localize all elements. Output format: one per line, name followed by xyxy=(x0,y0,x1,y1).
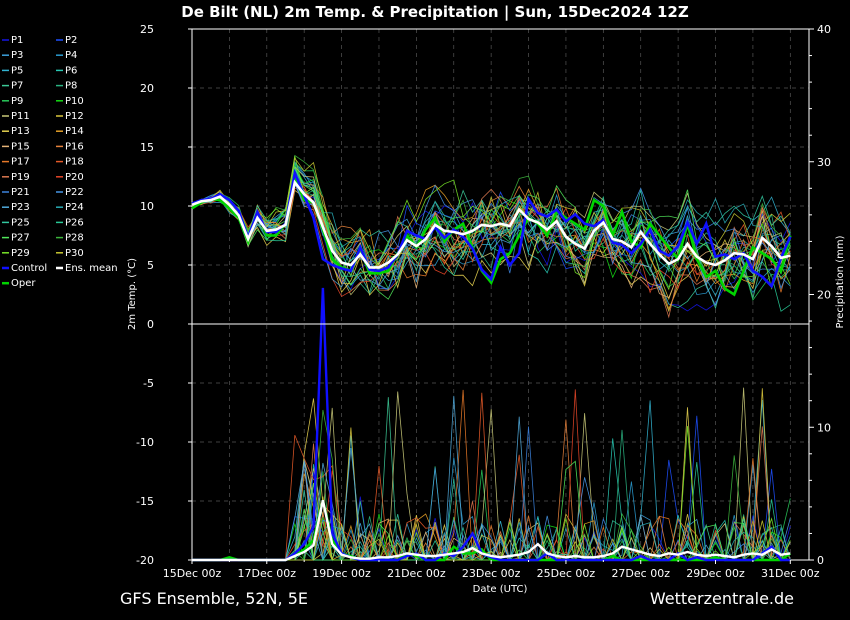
x-tick-label: 29Dec 00z xyxy=(686,567,745,580)
y-tick-label: -20 xyxy=(136,554,154,567)
y2-tick-label: 40 xyxy=(817,23,831,36)
legend-label: P6 xyxy=(65,65,77,76)
legend-label: P1 xyxy=(11,35,23,46)
legend-label: P12 xyxy=(65,111,84,122)
footer-source: Wetterzentrale.de xyxy=(650,589,794,608)
legend-label: P15 xyxy=(11,141,30,152)
legend-label: P20 xyxy=(65,172,84,183)
y-tick-label: 15 xyxy=(140,141,154,154)
legend-label: P16 xyxy=(65,141,84,152)
temp-line-p30 xyxy=(191,157,791,275)
y-tick-label: 20 xyxy=(140,82,154,95)
y-tick-label: 10 xyxy=(140,200,154,213)
x-tick-label: 23Dec 00z xyxy=(462,567,521,580)
legend-label: P8 xyxy=(65,81,77,92)
legend-label: P29 xyxy=(11,248,30,259)
legend-label: P14 xyxy=(65,126,84,137)
legend-label: P17 xyxy=(11,157,30,168)
legend-label: P11 xyxy=(11,111,30,122)
legend-label: P9 xyxy=(11,96,23,107)
legend-label: P21 xyxy=(11,187,30,198)
legend-label: Control xyxy=(11,263,47,274)
legend-label: P30 xyxy=(65,248,84,259)
y-tick-label: -10 xyxy=(136,436,154,449)
precip-line-control xyxy=(192,287,791,562)
legend-label: P4 xyxy=(65,50,77,61)
x-tick-label: 15Dec 00z xyxy=(163,567,222,580)
legend-label: P23 xyxy=(11,202,30,213)
y-tick-label: -5 xyxy=(143,377,154,390)
y2-tick-label: 0 xyxy=(817,554,824,567)
y-tick-label: 5 xyxy=(147,259,154,272)
y2-tick-label: 30 xyxy=(817,156,831,169)
x-tick-label: 31Dec 00z xyxy=(761,567,820,580)
temp-line-p13 xyxy=(191,189,791,313)
legend-label: P27 xyxy=(11,233,30,244)
temperature-lines xyxy=(191,154,792,319)
x-tick-label: 19Dec 00z xyxy=(312,567,371,580)
legend-label: P10 xyxy=(65,96,84,107)
legend-label: P24 xyxy=(65,202,84,213)
y-axis-label: 2m Temp. (°C) xyxy=(127,258,138,330)
x-tick-label: 17Dec 00z xyxy=(238,567,297,580)
x-axis-label: Date (UTC) xyxy=(473,584,528,595)
plot-frame xyxy=(191,28,810,561)
x-tick-label: 21Dec 00z xyxy=(387,567,446,580)
legend-label: P2 xyxy=(65,35,77,46)
temp-line-p20 xyxy=(191,186,791,298)
legend-label: P3 xyxy=(11,50,23,61)
temp-line-ens-mean xyxy=(191,179,791,269)
legend-label: Ens. mean xyxy=(65,263,118,274)
y2-tick-label: 20 xyxy=(817,289,831,302)
legend-label: P13 xyxy=(11,126,30,137)
grid xyxy=(192,29,809,560)
chart-title: De Bilt (NL) 2m Temp. & Precipitation | … xyxy=(181,3,689,22)
legend-label: P18 xyxy=(65,157,84,168)
legend-label: P26 xyxy=(65,217,84,228)
y2-axis-label: Precipitation (mm) xyxy=(835,235,846,328)
y-tick-label: -15 xyxy=(136,495,154,508)
precip-line-ens-mean xyxy=(192,500,791,562)
legend-label: P25 xyxy=(11,217,30,228)
temp-line-control xyxy=(191,168,792,289)
legend-label: P7 xyxy=(11,81,23,92)
legend-label: P22 xyxy=(65,187,84,198)
y-tick-label: 0 xyxy=(147,318,154,331)
y2-tick-label: 10 xyxy=(817,421,831,434)
legend: P1 P3 P5 P7 P9 P11 P13 P15 P17 P19 P21 P23 P25 P27 P29… xyxy=(2,35,118,289)
y-tick-label: 25 xyxy=(140,23,154,36)
legend-label: P28 xyxy=(65,233,84,244)
legend-label: P5 xyxy=(11,65,23,76)
x-tick-label: 27Dec 00z xyxy=(611,567,670,580)
legend-label: Oper xyxy=(11,278,36,289)
x-tick-label: 25Dec 00z xyxy=(537,567,596,580)
legend-label: P19 xyxy=(11,172,30,183)
footer-model: GFS Ensemble, 52N, 5E xyxy=(120,589,308,608)
axes: -20 -15 -10 -5 0 5 10 15 20 25 0 10 20 30 40 15Dec 00z 1… xyxy=(136,23,831,580)
